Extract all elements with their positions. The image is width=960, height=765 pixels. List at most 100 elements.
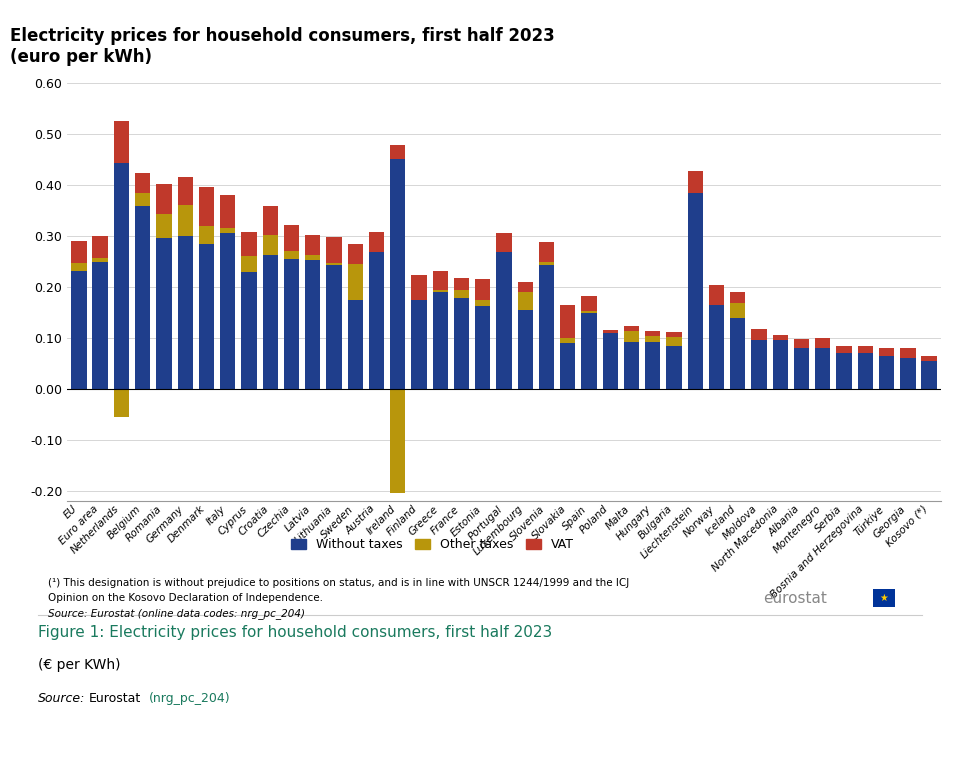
Bar bbox=[475, 306, 491, 389]
Bar bbox=[582, 314, 597, 389]
Bar bbox=[284, 225, 300, 251]
Bar bbox=[773, 335, 788, 340]
Bar bbox=[305, 256, 321, 260]
Bar bbox=[708, 285, 724, 304]
Text: ★: ★ bbox=[879, 593, 888, 603]
Bar bbox=[836, 346, 852, 353]
Bar bbox=[645, 330, 660, 336]
Bar bbox=[687, 193, 703, 389]
Bar bbox=[666, 337, 682, 346]
Bar bbox=[496, 233, 512, 252]
Bar bbox=[199, 243, 214, 389]
Bar bbox=[156, 239, 172, 389]
Bar bbox=[517, 292, 533, 310]
Bar bbox=[411, 389, 426, 390]
Bar bbox=[922, 361, 937, 389]
Bar bbox=[305, 260, 321, 389]
Bar bbox=[731, 292, 746, 303]
Text: Eurostat: Eurostat bbox=[88, 692, 140, 705]
Bar bbox=[900, 358, 916, 389]
Bar bbox=[794, 348, 809, 389]
Bar bbox=[135, 193, 151, 207]
Bar bbox=[92, 236, 108, 259]
Text: (€ per KWh): (€ per KWh) bbox=[38, 658, 121, 672]
Bar bbox=[794, 339, 809, 348]
Bar bbox=[220, 233, 235, 389]
Bar bbox=[560, 304, 575, 338]
Bar bbox=[433, 291, 448, 292]
Bar bbox=[603, 330, 618, 333]
Bar bbox=[517, 282, 533, 292]
Bar bbox=[857, 346, 873, 353]
Bar bbox=[773, 340, 788, 389]
Bar bbox=[560, 338, 575, 343]
Bar bbox=[348, 300, 363, 389]
Bar bbox=[666, 332, 682, 337]
Bar bbox=[815, 348, 830, 389]
Bar bbox=[326, 265, 342, 389]
Bar bbox=[199, 226, 214, 243]
Text: Figure 1: Electricity prices for household consumers, first half 2023: Figure 1: Electricity prices for househo… bbox=[38, 625, 553, 640]
Bar bbox=[433, 292, 448, 389]
Bar bbox=[411, 275, 426, 300]
Bar bbox=[666, 346, 682, 389]
Bar bbox=[348, 264, 363, 300]
Bar bbox=[454, 298, 469, 389]
Bar bbox=[262, 206, 277, 236]
Bar bbox=[900, 348, 916, 358]
Bar bbox=[156, 184, 172, 214]
Bar bbox=[241, 256, 256, 272]
Bar bbox=[624, 330, 639, 342]
Bar bbox=[539, 242, 554, 262]
Bar bbox=[539, 262, 554, 265]
Bar bbox=[135, 207, 151, 389]
Bar bbox=[731, 303, 746, 318]
Bar bbox=[433, 271, 448, 291]
Bar bbox=[731, 318, 746, 389]
Bar bbox=[475, 279, 491, 300]
Bar bbox=[752, 340, 767, 389]
Bar bbox=[369, 232, 384, 252]
Bar bbox=[836, 353, 852, 389]
Bar bbox=[262, 236, 277, 255]
Bar bbox=[326, 263, 342, 265]
Bar bbox=[262, 255, 277, 389]
Bar bbox=[92, 259, 108, 262]
Bar bbox=[113, 121, 129, 163]
Bar bbox=[92, 262, 108, 389]
Bar bbox=[475, 300, 491, 306]
Bar bbox=[71, 242, 86, 263]
Bar bbox=[687, 389, 703, 390]
Bar bbox=[369, 252, 384, 389]
Bar bbox=[284, 251, 300, 259]
Bar bbox=[178, 236, 193, 389]
Bar bbox=[582, 295, 597, 311]
Bar bbox=[517, 310, 533, 389]
Bar bbox=[645, 336, 660, 342]
Legend: Without taxes, Other taxes, VAT: Without taxes, Other taxes, VAT bbox=[285, 533, 579, 556]
Bar bbox=[645, 342, 660, 389]
Text: (¹) This designation is without prejudice to positions on status, and is in line: (¹) This designation is without prejudic… bbox=[48, 578, 629, 588]
Bar bbox=[624, 342, 639, 389]
Bar bbox=[879, 356, 895, 389]
Bar bbox=[922, 356, 937, 361]
Text: (nrg_pc_204): (nrg_pc_204) bbox=[149, 692, 230, 705]
Bar bbox=[305, 235, 321, 256]
Bar bbox=[624, 326, 639, 330]
Bar bbox=[454, 278, 469, 291]
Bar bbox=[390, 159, 405, 389]
Bar bbox=[752, 329, 767, 340]
Bar bbox=[560, 343, 575, 389]
Bar bbox=[390, 145, 405, 159]
Bar bbox=[390, 389, 405, 493]
Bar bbox=[708, 304, 724, 389]
Text: eurostat: eurostat bbox=[763, 591, 828, 606]
Bar bbox=[156, 214, 172, 239]
Bar bbox=[582, 311, 597, 314]
Bar bbox=[135, 173, 151, 193]
Bar bbox=[687, 171, 703, 193]
Bar bbox=[496, 252, 512, 389]
Bar bbox=[857, 353, 873, 389]
Bar bbox=[71, 271, 86, 389]
Bar bbox=[113, 389, 129, 417]
